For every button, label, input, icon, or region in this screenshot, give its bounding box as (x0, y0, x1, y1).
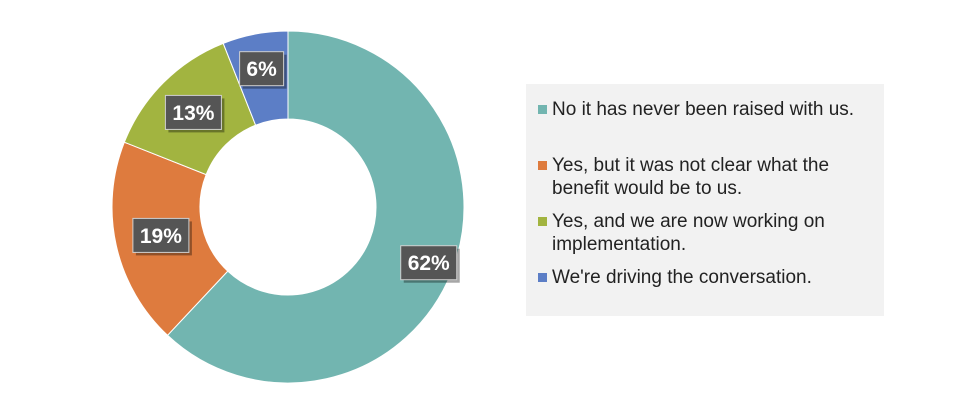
legend-label-benefit-unclear: Yes, but it was not clear what the benef… (552, 155, 830, 199)
legend-swatch-benefit-unclear (538, 161, 547, 170)
data-label-text-implementing: 13% (172, 102, 214, 125)
legend-swatch-implementing (538, 217, 547, 226)
data-label-never-raised: 62% (400, 245, 460, 283)
data-label-driving: 6% (239, 51, 287, 89)
legend-swatch-driving (538, 273, 547, 282)
legend: No it has never been raised with us. Yes… (526, 84, 884, 316)
data-label-implementing: 13% (164, 94, 225, 133)
data-label-text-never-raised: 62% (408, 252, 450, 275)
legend-label-implementing: Yes, and we are now working on implement… (552, 211, 825, 255)
data-label-benefit-unclear: 19% (132, 217, 192, 256)
legend-label-driving: We're driving the conversation. (552, 267, 812, 288)
data-label-text-driving: 6% (246, 58, 277, 81)
legend-swatch-never-raised (538, 105, 547, 114)
donut-slice-never-raised (166, 30, 465, 384)
legend-label-never-raised: No it has never been raised with us. (552, 99, 855, 120)
data-label-text-benefit-unclear: 19% (140, 225, 182, 248)
